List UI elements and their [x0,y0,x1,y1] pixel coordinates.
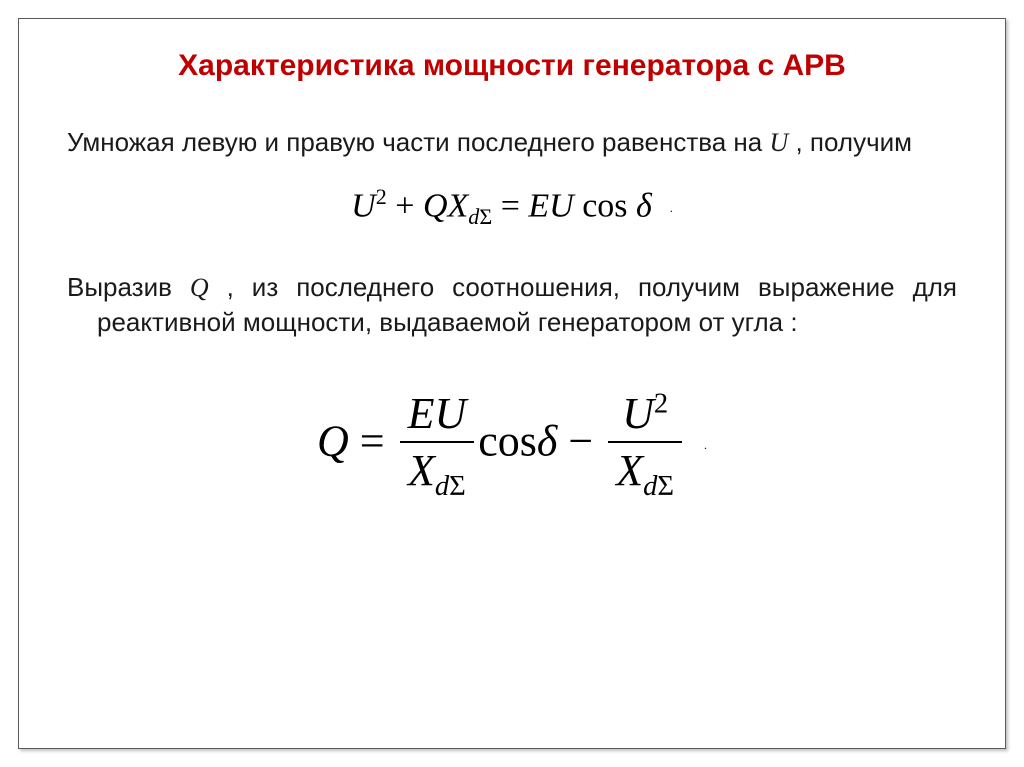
eq1-sub-d-text: d [468,204,479,229]
eq2-num2-sup: 2 [654,389,668,420]
paragraph-1-post: , получим [788,127,912,157]
eq2-den2-sub: dΣ [643,471,674,502]
slide: Характеристика мощности генератора с АРВ… [0,0,1024,767]
eq2-den2-sub-d: d [643,471,657,502]
eq2-equals: = [349,417,396,466]
content-frame: Характеристика мощности генератора с АРВ… [18,18,1006,749]
paragraph-1: Умножая левую и правую части последнего … [67,125,957,160]
eq1-U: U [351,187,376,224]
eq1-E: E [528,187,549,224]
eq2-den1-X: X [408,446,435,495]
eq1-Q: Q [423,187,448,224]
eq2-den1-sub: dΣ [435,471,466,502]
eq2-frac-1: EU XdΣ [400,388,475,503]
eq1-cos: cos [574,187,636,224]
equation-1: U2 + QXdΣ = EU cos δ. [67,184,957,230]
paragraph-2-pre: Выразив [67,272,190,302]
eq2-cos: cos [478,417,537,466]
eq2-delta: δ [537,417,557,466]
eq2-frac2-num: U2 [608,388,682,441]
equation-2: Q = EU XdΣ cosδ − U2 XdΣ . [67,388,957,503]
inline-var-Q: Q [190,273,209,302]
paragraph-2-post: , из последнего соотношения, получим выр… [97,272,957,337]
eq1-X: X [448,187,469,224]
eq2-frac1-den: XdΣ [400,441,475,503]
eq2-frac2-den: XdΣ [608,441,682,503]
eq2-num2-U: U [622,389,654,438]
eq2-den1-sub-sigma: Σ [449,471,466,502]
eq2-den1-sub-d: d [435,471,449,502]
eq1-U2: U [549,187,574,224]
eq1-period: . [670,201,673,215]
paragraph-1-pre: Умножая левую и правую части последнего … [67,127,769,157]
eq2-period: . [704,438,707,452]
eq1-sup-2a: 2 [376,184,387,209]
eq2-den2-X: X [616,446,643,495]
inline-var-U: U [769,128,788,157]
eq2-minus: − [557,417,604,466]
eq2-frac-2: U2 XdΣ [608,388,682,503]
eq1-sub-d: dΣ [468,204,492,229]
eq2-den2-sub-sigma: Σ [657,471,674,502]
eq2-num1-U: U [434,389,466,438]
eq2-frac1-num: EU [400,388,475,441]
eq2-Q: Q [317,417,349,466]
eq1-plus: + [387,187,423,224]
page-title: Характеристика мощности генератора с АРВ [67,49,957,83]
eq2-num1-E: E [408,389,435,438]
paragraph-2: Выразив Q , из последнего соотношения, п… [67,270,957,340]
eq1-sub-sigma: Σ [479,204,492,229]
eq1-equals: = [492,187,528,224]
eq1-delta: δ [636,187,652,224]
